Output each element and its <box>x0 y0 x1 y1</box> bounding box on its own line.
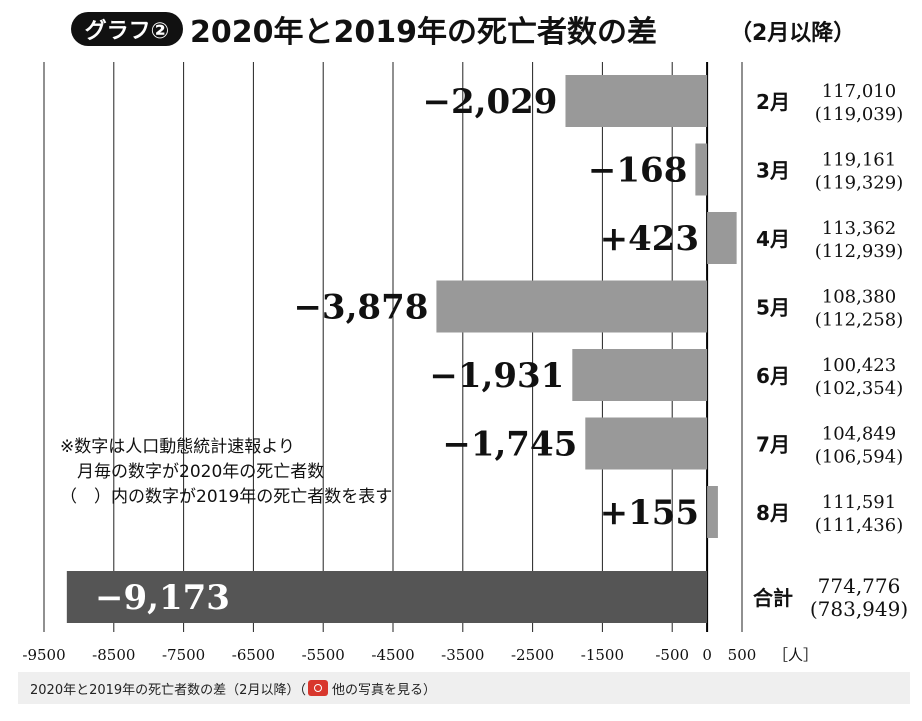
bar <box>695 143 708 196</box>
x-tick-label: -8500 <box>92 646 135 664</box>
caption-text: 2020年と2019年の死亡者数の差（2月以降）（ <box>30 682 306 698</box>
note-line: 月毎の数字が2020年の死亡者数 <box>60 462 324 482</box>
x-tick-label: -7500 <box>162 646 205 664</box>
x-tick-label: 0 <box>702 646 712 664</box>
deaths-2020-label: 117,010 <box>822 81 896 102</box>
bar-value-label: −3,878 <box>293 288 428 328</box>
category-label: 7月 <box>756 433 790 457</box>
x-tick-label: -3500 <box>441 646 484 664</box>
x-tick-label: -2500 <box>511 646 554 664</box>
bar-value-label: −2,029 <box>423 82 558 122</box>
total-bar <box>66 571 708 623</box>
bar <box>572 349 708 401</box>
x-tick-label: -500 <box>655 646 689 664</box>
deaths-2020-label: 100,423 <box>822 355 896 376</box>
bar <box>436 280 708 333</box>
footnote: ※数字は人口動態統計速報より 月毎の数字が2020年の死亡者数 （ ）内の数字が… <box>60 437 392 507</box>
deaths-2019-label: (119,329) <box>815 173 903 194</box>
deaths-2020-label: 119,161 <box>822 150 896 171</box>
chart-subtitle: （2月以降） <box>730 21 855 46</box>
x-unit-label: ［人］ <box>773 646 818 664</box>
value-labels: −2,029 −168 +423 −3,878−1,931 −1,745 +155 −9,1… <box>95 82 699 618</box>
chart-header: グラフ② 2020年と2019年の死亡者数の差 （2月以降） <box>71 12 855 50</box>
category-label: 2月 <box>756 90 790 114</box>
x-tick-label: -5500 <box>302 646 345 664</box>
grid <box>43 62 743 632</box>
camera-icon[interactable] <box>307 680 328 696</box>
deaths-2019-label: (111,436) <box>815 515 903 536</box>
category-label: 4月 <box>756 227 790 251</box>
x-tick-label: -9500 <box>22 646 65 664</box>
header-badge-bg <box>71 12 183 46</box>
note-line: ※数字は人口動態統計速報より <box>60 437 295 457</box>
deaths-2019-label: (102,354) <box>815 378 903 399</box>
category-label: 8月 <box>756 501 790 525</box>
bar-value-label: +155 <box>600 493 699 533</box>
bar <box>585 417 708 470</box>
bar-value-label: −1,931 <box>429 356 564 396</box>
category-label: 合計 <box>753 586 793 610</box>
chart-svg: グラフ② 2020年と2019年の死亡者数の差 （2月以降） −2,029 −16… <box>22 12 908 664</box>
x-tick-label: -1500 <box>581 646 624 664</box>
more-photos-link[interactable]: 他の写真を見る <box>331 682 423 698</box>
deaths-2019-label: (112,258) <box>815 310 903 331</box>
chart: グラフ② 2020年と2019年の死亡者数の差 （2月以降） −2,029 −16… <box>22 12 908 664</box>
bar <box>565 75 708 127</box>
total-value-label: −9,173 <box>95 578 230 618</box>
deaths-2019-label: (119,039) <box>815 104 903 125</box>
deaths-2020-label: 111,591 <box>822 492 896 513</box>
deaths-2020-label: 104,849 <box>822 424 896 445</box>
deaths-2020-label: 774,776 <box>818 574 901 598</box>
right-annotations: 2月 117,010(119,039) 3月 119,161(119,329) 4月 11… <box>753 81 908 621</box>
bar <box>707 212 737 264</box>
x-tick-label: 500 <box>728 646 757 664</box>
x-tick-label: -4500 <box>371 646 414 664</box>
category-label: 5月 <box>756 296 790 320</box>
bars <box>66 75 737 623</box>
bar-value-label: +423 <box>600 219 699 259</box>
note-line: （ ）内の数字が2019年の死亡者数を表す <box>60 487 392 507</box>
deaths-2019-label: (783,949) <box>810 597 908 621</box>
deaths-2020-label: 108,380 <box>822 287 896 308</box>
bar-value-label: −1,745 <box>442 425 577 465</box>
chart-title: 2020年と2019年の死亡者数の差 <box>190 15 657 50</box>
x-tick-label: -6500 <box>232 646 275 664</box>
x-axis-ticks: -9500 -8500 -7500 -6500 -5500 -4500 -3500 -2500… <box>22 646 818 664</box>
bar <box>707 486 718 538</box>
caption-close: ） <box>422 682 436 698</box>
category-label: 6月 <box>756 364 790 388</box>
category-label: 3月 <box>756 159 790 183</box>
photo-caption: 2020年と2019年の死亡者数の差（2月以降）（ 他の写真を見る ） <box>18 672 910 704</box>
header-badge: グラフ② <box>85 18 170 44</box>
deaths-2020-label: 113,362 <box>822 218 896 239</box>
bar-value-label: −168 <box>588 151 687 191</box>
deaths-2019-label: (112,939) <box>815 241 903 262</box>
deaths-2019-label: (106,594) <box>815 447 903 468</box>
